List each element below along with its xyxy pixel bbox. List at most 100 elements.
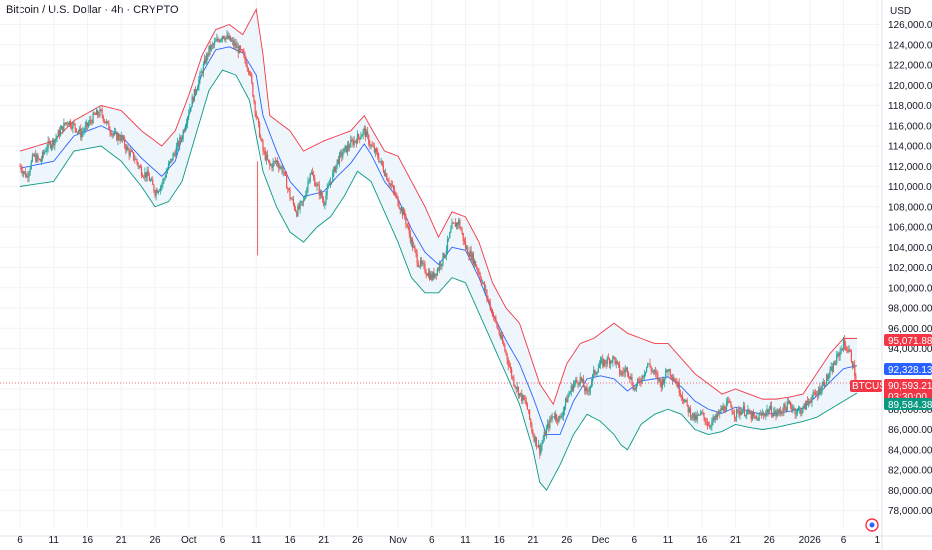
candle-body (714, 415, 716, 420)
candle-body (622, 371, 624, 373)
candle-body (752, 412, 755, 416)
candle-body (63, 122, 65, 132)
candle-body (286, 175, 288, 189)
candle-body (134, 159, 136, 161)
candle-body (273, 161, 275, 162)
candle-body (616, 361, 618, 363)
candle-body (71, 126, 73, 129)
candle-body (404, 210, 406, 218)
candle-body (509, 366, 512, 369)
candle-body (178, 141, 180, 146)
candle-body (439, 263, 441, 270)
time-tick-label: 21 (730, 535, 742, 546)
candle-body (580, 376, 582, 381)
candle-body (511, 368, 513, 377)
time-tick-label: 26 (149, 535, 161, 546)
price-tick-label: 94,000.00 (888, 344, 932, 355)
candle-body (536, 446, 539, 447)
middle-band-badge-bg (884, 363, 932, 375)
candle-body (261, 138, 263, 142)
candle-body (490, 309, 492, 311)
candle-body (831, 366, 833, 372)
candle-body (829, 370, 831, 376)
price-tick-label: 112,000.00 (888, 162, 932, 173)
candle-body (424, 264, 426, 273)
candle-body (367, 131, 369, 136)
candle-body (532, 431, 534, 437)
candle-body (423, 263, 425, 265)
candle-body (374, 149, 377, 153)
candle-body (292, 199, 294, 204)
candle-body (241, 49, 243, 51)
candle-body (320, 191, 323, 197)
time-axis[interactable]: 6 11 16 21 26 Oct 6 11 16 21 26 Nov 6 11 16 21 26 Dec 6 11 1… (17, 535, 880, 546)
candle-body (814, 392, 816, 395)
candle-body (783, 403, 785, 414)
candle-body (542, 439, 544, 444)
time-tick-label: 26 (352, 535, 364, 546)
candle-body (661, 379, 663, 388)
candle-body (803, 403, 805, 407)
candle-body (130, 151, 132, 152)
candle-body (31, 155, 33, 162)
candle-body (786, 401, 788, 412)
candle-body (169, 161, 171, 164)
candle-body (317, 184, 319, 186)
candle-body (787, 401, 789, 404)
candle-body (593, 369, 595, 375)
candle-body (842, 339, 845, 351)
candle-body (605, 363, 607, 365)
candle-body (819, 387, 821, 394)
price-axis[interactable]: 126,000.00 124,000.00 122,000.00 120,000.00… (888, 20, 932, 517)
event-flag-icon[interactable] (865, 518, 879, 532)
candle-body (527, 409, 530, 411)
time-tick-label: Dec (592, 535, 610, 546)
candle-body (849, 349, 851, 351)
candle-body (189, 108, 191, 113)
candle-body (313, 175, 315, 178)
candle-body (143, 176, 145, 178)
middle-band-badge-text: 92,328.13 (888, 365, 932, 376)
candle-body (804, 403, 806, 410)
candle-body (662, 379, 665, 384)
candle-body (272, 161, 274, 168)
candle-body (119, 139, 121, 141)
candle-body (559, 416, 561, 418)
candle-body (493, 316, 495, 318)
candle-body (408, 227, 410, 234)
lower-band-line (19, 69, 858, 492)
symbol-tag-bg (850, 380, 882, 392)
candle-body (64, 122, 66, 125)
candle-body (522, 395, 524, 401)
candle-body (712, 417, 714, 422)
candle-body (806, 400, 809, 403)
time-tick-label: 21 (318, 535, 330, 546)
candle-body (755, 415, 757, 419)
candle-body (841, 349, 843, 351)
candle-body (680, 395, 683, 397)
candle-body (541, 443, 543, 447)
candle-body (112, 133, 114, 135)
candle-body (828, 375, 830, 380)
candle-body (337, 159, 339, 164)
symbol-tag-text: BTCUSD (852, 381, 893, 392)
candle-body (175, 146, 177, 156)
candle-body (144, 172, 146, 177)
candle-body (68, 121, 71, 125)
candle-body (579, 376, 581, 385)
candle-body (620, 373, 622, 375)
candle-body (612, 356, 614, 363)
candle-body (770, 405, 773, 416)
candle-body (763, 413, 765, 416)
candle-body (705, 422, 707, 424)
candle-body (813, 392, 815, 394)
candle-body (442, 253, 444, 264)
candle-body (216, 38, 218, 42)
candle-body (300, 201, 302, 203)
candle-body (855, 376, 857, 380)
candle-body (227, 34, 229, 39)
candle-body (413, 246, 415, 248)
candle-body (598, 365, 600, 369)
candle-body (407, 225, 409, 228)
